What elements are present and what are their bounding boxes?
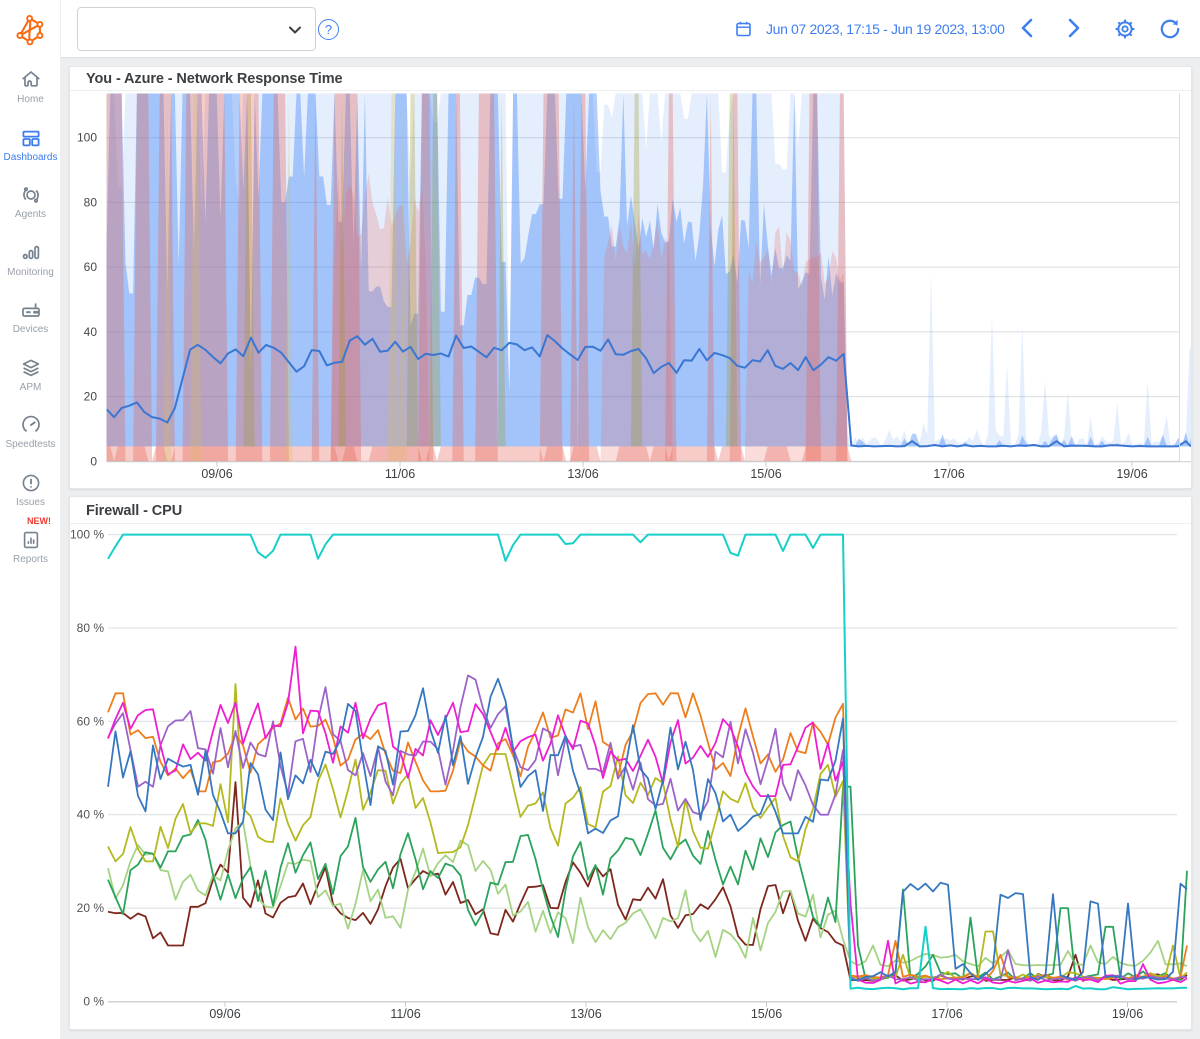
svg-text:17/06: 17/06 [933,467,964,481]
svg-text:19/06: 19/06 [1116,467,1147,481]
svg-text:20 %: 20 % [77,901,105,915]
svg-text:100: 100 [77,131,97,145]
svg-text:15/06: 15/06 [751,1007,782,1021]
svg-text:17/06: 17/06 [931,1007,962,1021]
svg-text:40: 40 [84,325,98,339]
svg-text:40 %: 40 % [77,808,105,822]
svg-text:60 %: 60 % [77,714,105,728]
svg-text:09/06: 09/06 [201,467,232,481]
svg-text:0 %: 0 % [83,995,104,1009]
svg-text:13/06: 13/06 [570,1007,601,1021]
svg-text:80: 80 [84,195,98,209]
svg-text:15/06: 15/06 [750,467,781,481]
svg-text:60: 60 [84,260,98,274]
svg-text:11/06: 11/06 [385,467,415,481]
svg-text:11/06: 11/06 [390,1007,420,1021]
svg-text:20: 20 [84,390,98,404]
svg-text:09/06: 09/06 [209,1007,240,1021]
svg-text:0: 0 [90,454,97,468]
svg-text:19/06: 19/06 [1112,1007,1143,1021]
svg-text:13/06: 13/06 [567,467,598,481]
svg-text:80 %: 80 % [77,621,105,635]
svg-text:100 %: 100 % [70,528,104,542]
